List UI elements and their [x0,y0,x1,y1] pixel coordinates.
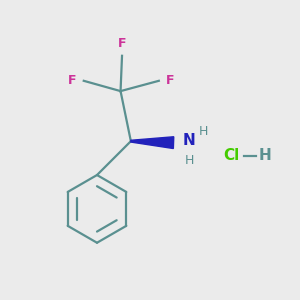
Text: N: N [182,133,195,148]
Text: H: H [185,154,194,167]
Text: Cl: Cl [224,148,240,164]
Text: H: H [259,148,272,164]
Text: H: H [199,125,208,138]
Text: F: F [68,74,76,87]
Polygon shape [131,137,174,148]
Text: F: F [118,38,126,50]
Text: F: F [166,74,175,87]
